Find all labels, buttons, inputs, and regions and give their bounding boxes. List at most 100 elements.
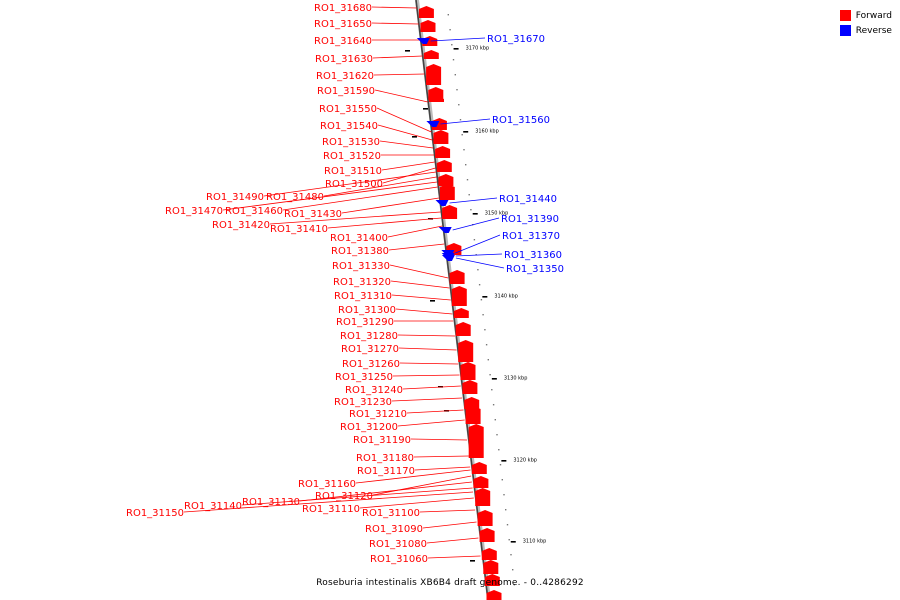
forward-gene-label: RO1_31430 — [284, 209, 342, 220]
forward-gene-glyph — [471, 462, 487, 474]
forward-leader-line — [241, 487, 473, 506]
legend-reverse: Reverse — [839, 23, 892, 38]
forward-gene-glyph — [420, 20, 436, 32]
feature-marker — [430, 300, 435, 302]
scale-dot — [503, 494, 505, 496]
reverse-gene-label: RO1_31360 — [504, 250, 562, 261]
scale-dot — [452, 59, 455, 61]
forward-leader-line — [376, 107, 432, 133]
forward-gene-label: RO1_31420 — [212, 220, 270, 231]
scale-dot — [492, 404, 495, 406]
forward-leader-line — [371, 6, 417, 9]
forward-leader-line — [402, 385, 461, 390]
kbp-tick — [491, 378, 497, 380]
forward-leader-line — [419, 509, 476, 513]
forward-leader-line — [427, 555, 481, 559]
forward-leader-line — [379, 140, 434, 149]
forward-gene-glyph — [483, 560, 499, 574]
forward-gene-glyph — [486, 590, 502, 600]
forward-gene-label: RO1_31240 — [345, 385, 403, 396]
forward-gene-label: RO1_31190 — [353, 435, 411, 446]
scale-dot — [498, 449, 500, 451]
forward-gene-glyph — [479, 528, 495, 542]
forward-gene-glyph — [442, 205, 458, 219]
forward-gene-glyph — [423, 50, 439, 59]
scale-dot — [508, 539, 510, 541]
forward-leader-line — [323, 176, 437, 197]
forward-leader-line — [372, 55, 423, 59]
reverse-gene-glyph — [435, 200, 449, 206]
forward-gene-label: RO1_31170 — [357, 466, 415, 477]
kbp-tick — [501, 460, 507, 462]
feature-marker — [405, 50, 410, 52]
forward-gene-glyph — [435, 146, 451, 158]
forward-gene-glyph — [484, 574, 500, 586]
reverse-leader-line — [455, 257, 505, 269]
forward-gene-label: RO1_31410 — [270, 224, 328, 235]
forward-gene-label: RO1_31520 — [323, 151, 381, 162]
forward-gene-label: RO1_31140 — [184, 501, 242, 512]
forward-leader-line — [374, 89, 428, 103]
scale-dot — [491, 389, 493, 391]
forward-gene-glyph — [426, 64, 442, 85]
forward-gene-glyph — [453, 308, 469, 318]
forward-leader-line — [395, 308, 453, 315]
forward-leader-line — [269, 211, 441, 225]
forward-gene-glyph — [455, 322, 471, 336]
scale-dot — [499, 464, 502, 466]
forward-leader-line — [389, 264, 449, 279]
forward-gene-label: RO1_31590 — [317, 86, 375, 97]
forward-gene-label: RO1_31210 — [349, 409, 407, 420]
reverse-leader-line — [430, 37, 486, 42]
scale-dot — [501, 479, 503, 481]
kbp-tick-label: 3160 kbp — [475, 129, 499, 135]
forward-gene-label: RO1_31280 — [340, 331, 398, 342]
scale-dot — [487, 359, 489, 361]
forward-gene-label: RO1_31180 — [356, 453, 414, 464]
forward-leader-line — [377, 124, 433, 141]
forward-leader-line — [381, 161, 435, 171]
forward-gene-label: RO1_31480 — [266, 192, 324, 203]
scale-dot — [465, 164, 467, 166]
forward-gene-glyph — [439, 184, 455, 200]
legend: Forward Reverse — [839, 8, 892, 38]
forward-leader-line — [413, 455, 469, 458]
kbp-tick-label: 3110 kbp — [523, 539, 547, 545]
kbp-tick — [482, 296, 488, 298]
forward-gene-label: RO1_31380 — [331, 246, 389, 257]
reverse-gene-label: RO1_31560 — [492, 115, 550, 126]
legend-reverse-label: Reverse — [855, 25, 892, 36]
forward-leader-line — [399, 362, 459, 365]
forward-gene-glyph — [436, 160, 452, 172]
scale-dot — [494, 419, 496, 421]
forward-gene-glyph — [477, 510, 493, 526]
forward-leader-line — [426, 537, 479, 544]
forward-gene-label: RO1_31460 — [225, 206, 283, 217]
forward-gene-label: RO1_31080 — [369, 539, 427, 550]
forward-gene-label: RO1_31320 — [333, 277, 391, 288]
forward-swatch — [839, 10, 851, 21]
forward-gene-label: RO1_31300 — [338, 305, 396, 316]
forward-gene-label: RO1_31310 — [334, 291, 392, 302]
forward-gene-label: RO1_31270 — [341, 344, 399, 355]
forward-leader-line — [422, 521, 477, 529]
kbp-tick — [472, 213, 478, 215]
scale-dot — [496, 434, 498, 436]
forward-leader-line — [406, 409, 464, 414]
scale-dot — [475, 254, 477, 256]
scale-dot — [466, 179, 469, 181]
forward-leader-line — [414, 466, 471, 471]
forward-gene-glyph — [433, 130, 449, 144]
forward-gene-label: RO1_31650 — [314, 19, 372, 30]
forward-leader-line — [392, 374, 460, 377]
forward-gene-glyph — [428, 87, 444, 100]
feature-marker — [412, 136, 417, 138]
forward-gene-glyph — [429, 96, 444, 102]
forward-gene-label: RO1_31230 — [334, 397, 392, 408]
scale-dot — [480, 299, 483, 301]
forward-gene-glyph — [468, 424, 484, 458]
scale-dot — [468, 194, 470, 196]
forward-gene-glyph — [464, 397, 480, 409]
reverse-leader-line — [452, 217, 500, 231]
forward-gene-glyph — [462, 380, 478, 394]
